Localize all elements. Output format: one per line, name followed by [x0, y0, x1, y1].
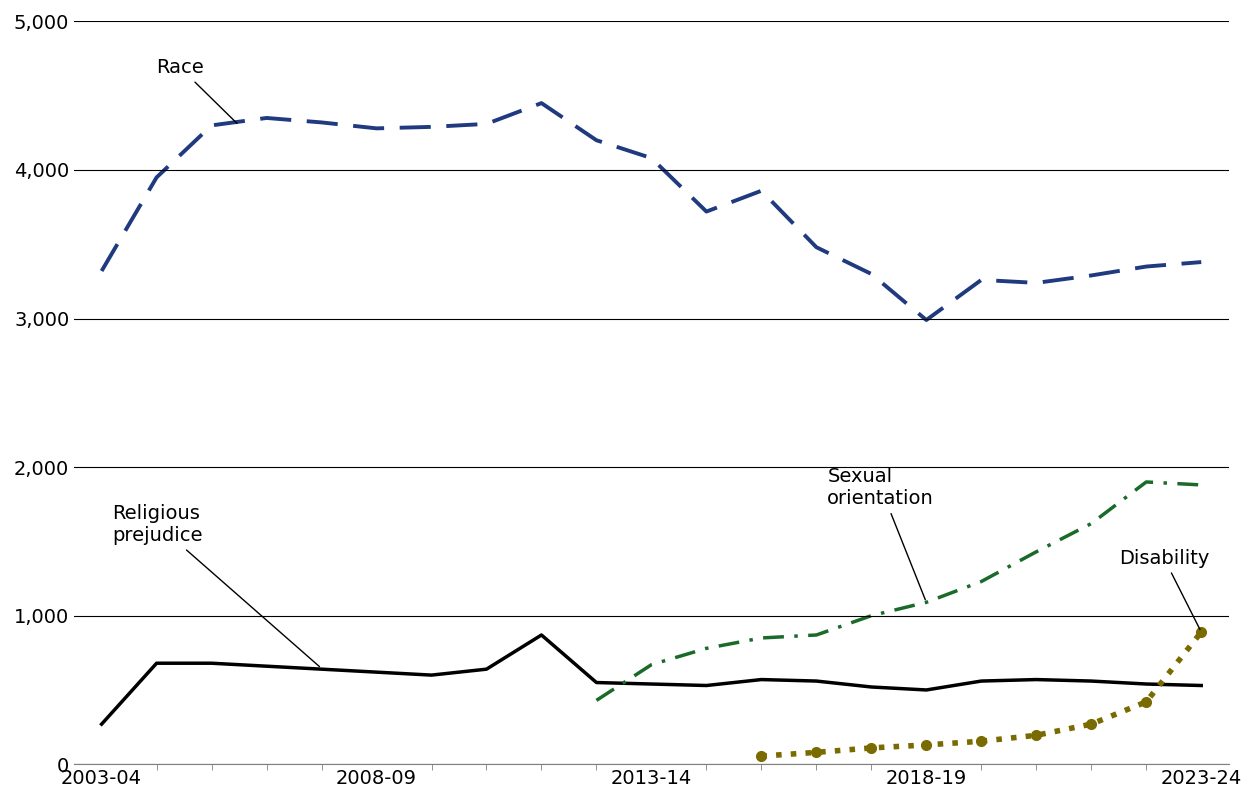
Text: Race: Race	[156, 59, 237, 124]
Text: Religious
prejudice: Religious prejudice	[112, 504, 320, 666]
Text: Disability: Disability	[1119, 549, 1210, 630]
Text: Sexual
orientation: Sexual orientation	[828, 468, 934, 600]
